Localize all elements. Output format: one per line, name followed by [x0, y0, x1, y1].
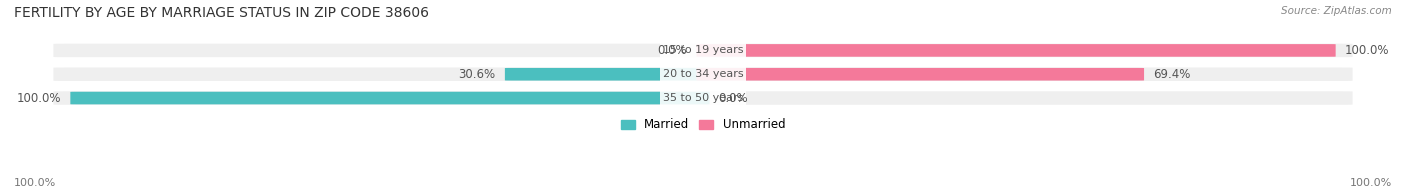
FancyBboxPatch shape — [53, 91, 1353, 105]
Text: 69.4%: 69.4% — [1153, 68, 1191, 81]
Text: 0.0%: 0.0% — [658, 44, 688, 57]
Text: 30.6%: 30.6% — [458, 68, 496, 81]
FancyBboxPatch shape — [53, 44, 1353, 57]
Legend: Married, Unmarried: Married, Unmarried — [620, 118, 786, 131]
Text: 100.0%: 100.0% — [17, 92, 62, 104]
FancyBboxPatch shape — [505, 68, 710, 81]
Text: 35 to 50 years: 35 to 50 years — [662, 93, 744, 103]
FancyBboxPatch shape — [70, 92, 710, 104]
Text: 15 to 19 years: 15 to 19 years — [662, 45, 744, 55]
FancyBboxPatch shape — [696, 44, 1336, 57]
Text: 100.0%: 100.0% — [1350, 178, 1392, 188]
Text: Source: ZipAtlas.com: Source: ZipAtlas.com — [1281, 6, 1392, 16]
Text: 0.0%: 0.0% — [718, 92, 748, 104]
FancyBboxPatch shape — [696, 68, 1144, 81]
FancyBboxPatch shape — [53, 67, 1353, 81]
Text: FERTILITY BY AGE BY MARRIAGE STATUS IN ZIP CODE 38606: FERTILITY BY AGE BY MARRIAGE STATUS IN Z… — [14, 6, 429, 20]
Text: 100.0%: 100.0% — [1344, 44, 1389, 57]
Text: 100.0%: 100.0% — [14, 178, 56, 188]
Text: 20 to 34 years: 20 to 34 years — [662, 69, 744, 79]
